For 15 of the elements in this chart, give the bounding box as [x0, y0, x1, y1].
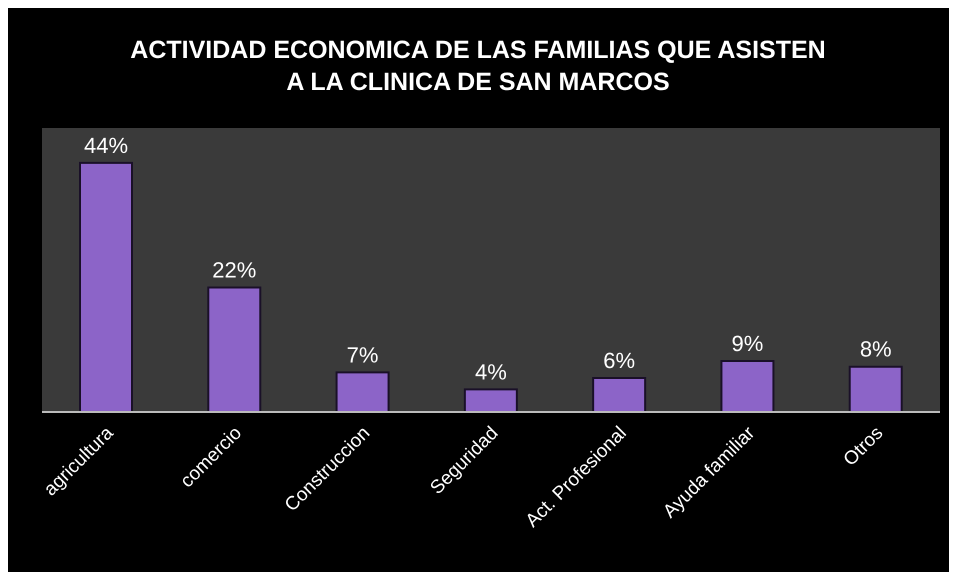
bar: [720, 360, 774, 413]
chart-title: ACTIVIDAD ECONOMICA DE LAS FAMILIAS QUE ASISTEN A LA CLINICA DE SAN MARCOS: [129, 35, 827, 98]
bar: [336, 371, 390, 413]
data-label: 4%: [474, 359, 507, 384]
bar: [464, 388, 518, 413]
bar: [79, 162, 133, 413]
bar: [848, 366, 903, 413]
data-label: 6%: [603, 348, 636, 374]
data-label: 44%: [84, 132, 128, 158]
bar: [207, 286, 262, 413]
data-label: 7%: [346, 342, 378, 368]
bar: [592, 377, 646, 413]
data-label: 22%: [212, 257, 256, 282]
data-label: 8%: [860, 336, 892, 362]
data-label: 9%: [732, 331, 764, 356]
